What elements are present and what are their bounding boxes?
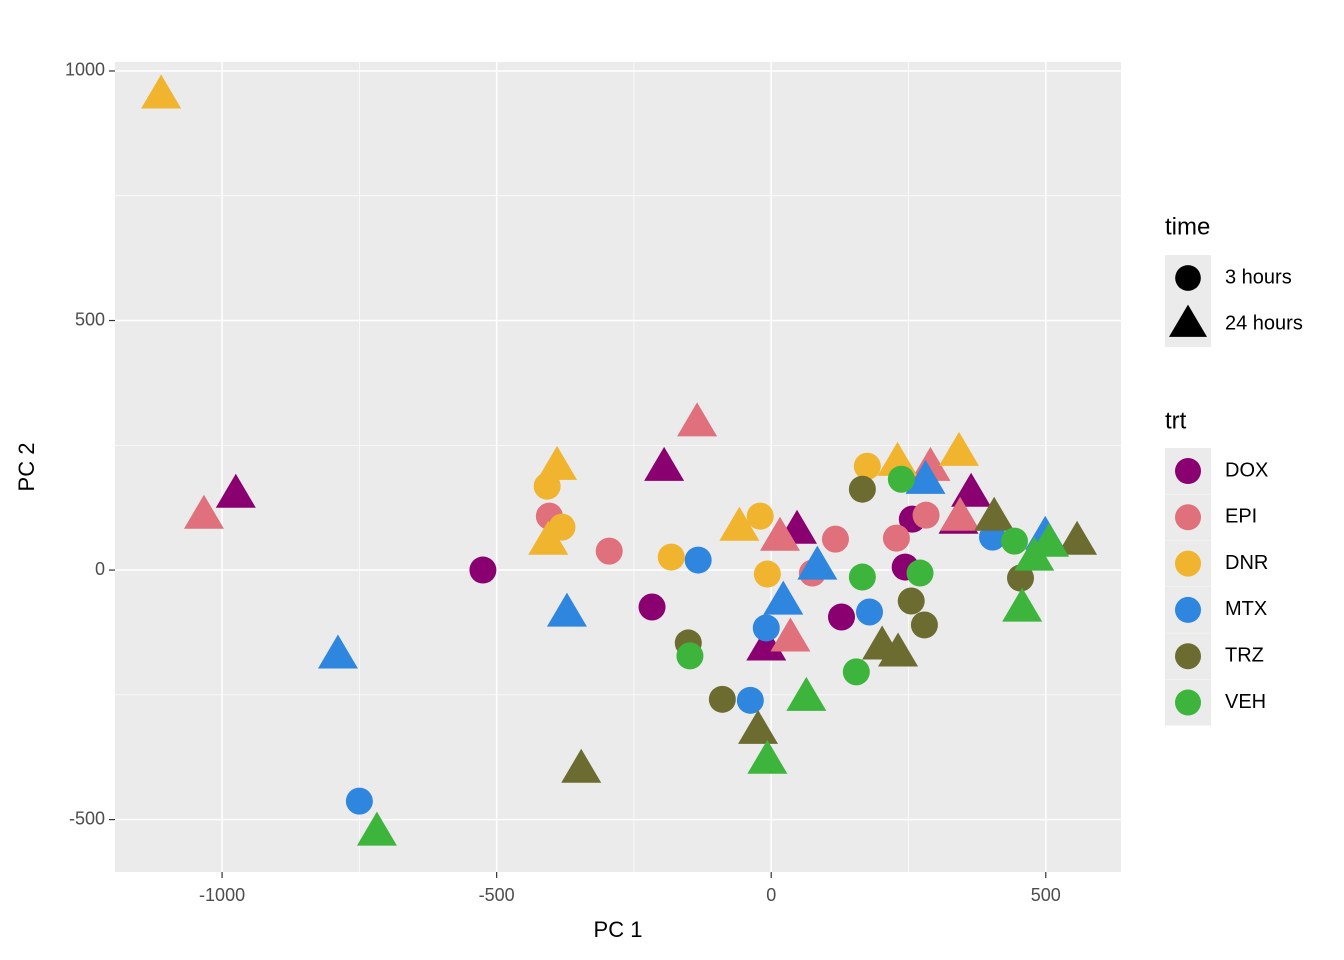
y-tick-label: 0 xyxy=(95,559,105,579)
legend-symbol xyxy=(1175,596,1201,623)
legend-label: DNR xyxy=(1225,552,1268,574)
x-tick-label: -500 xyxy=(479,885,515,905)
triangle-point xyxy=(797,545,838,580)
circle-point xyxy=(910,611,938,639)
x-tick-label: 0 xyxy=(766,885,776,905)
circle-point xyxy=(906,559,934,587)
triangle-point xyxy=(905,459,946,494)
triangle-point xyxy=(940,496,981,531)
legend-symbol xyxy=(1175,689,1201,716)
legend-title: time xyxy=(1165,213,1210,240)
circle-point xyxy=(821,525,849,553)
x-tick-label: 500 xyxy=(1031,885,1061,905)
y-tick-label: -500 xyxy=(69,808,105,828)
triangle-point xyxy=(644,446,685,481)
triangle-point xyxy=(317,634,358,669)
triangle-point xyxy=(141,74,182,109)
circle-point xyxy=(1000,527,1028,555)
legend-symbol xyxy=(1175,265,1201,291)
circle-point xyxy=(842,658,870,686)
legend-label: TRZ xyxy=(1225,644,1264,666)
triangle-point xyxy=(878,632,919,667)
legend-symbol xyxy=(1175,550,1201,577)
legend-label: VEH xyxy=(1225,691,1266,713)
triangle-point xyxy=(528,520,569,555)
circle-point xyxy=(887,465,915,493)
triangle-point xyxy=(1057,520,1098,555)
circle-point xyxy=(736,686,764,714)
triangle-point xyxy=(356,811,397,846)
circle-point xyxy=(1007,564,1035,592)
triangle-point xyxy=(939,431,980,466)
triangle-point xyxy=(746,626,787,661)
legend-label: MTX xyxy=(1225,598,1267,620)
circle-point xyxy=(708,685,736,713)
x-axis-title: PC 1 xyxy=(594,917,643,942)
triangle-point xyxy=(183,494,224,529)
circle-point xyxy=(676,642,704,670)
circle-point xyxy=(752,614,780,642)
circle-point xyxy=(469,556,497,584)
circle-point xyxy=(827,603,855,631)
legend-title: trt xyxy=(1165,407,1187,434)
legend-symbol xyxy=(1169,304,1207,337)
legend-label: 3 hours xyxy=(1225,266,1292,288)
circle-point xyxy=(882,524,910,552)
triangle-point xyxy=(677,402,718,437)
x-tick-label: -1000 xyxy=(199,885,245,905)
circle-point xyxy=(345,787,373,815)
legend-label: DOX xyxy=(1225,459,1268,481)
circle-point xyxy=(638,593,666,621)
circle-point xyxy=(746,502,774,530)
triangle-point xyxy=(747,739,788,774)
triangle-point xyxy=(759,516,800,551)
circle-point xyxy=(595,537,623,565)
circle-point xyxy=(684,546,712,574)
circle-point xyxy=(912,501,940,529)
triangle-point xyxy=(537,445,578,480)
triangle-point xyxy=(974,496,1015,531)
y-tick-label: 500 xyxy=(75,309,105,329)
triangle-point xyxy=(763,580,804,615)
legend-symbol xyxy=(1175,458,1201,484)
triangle-point xyxy=(561,748,602,783)
legend-symbol xyxy=(1175,504,1201,531)
circle-point xyxy=(853,452,881,480)
triangle-point xyxy=(546,592,587,627)
triangle-point xyxy=(951,472,992,507)
triangle-point xyxy=(719,506,760,541)
y-tick-label: 1000 xyxy=(65,60,105,80)
legend-symbol xyxy=(1175,643,1201,670)
triangle-point xyxy=(215,473,256,508)
triangle-point xyxy=(1002,587,1043,622)
circle-point xyxy=(753,560,781,588)
triangle-point xyxy=(770,617,811,652)
circle-point xyxy=(657,543,685,571)
circle-point xyxy=(897,587,925,615)
triangle-point xyxy=(738,709,779,744)
y-axis-title: PC 2 xyxy=(14,443,39,492)
triangle-point xyxy=(1029,522,1070,557)
legend-label: 24 hours xyxy=(1225,312,1303,334)
circle-point xyxy=(848,475,876,503)
panel xyxy=(115,62,1121,872)
circle-point xyxy=(856,598,883,626)
triangle-point xyxy=(786,676,827,711)
circle-point xyxy=(848,563,876,591)
legend-label: EPI xyxy=(1225,506,1257,528)
